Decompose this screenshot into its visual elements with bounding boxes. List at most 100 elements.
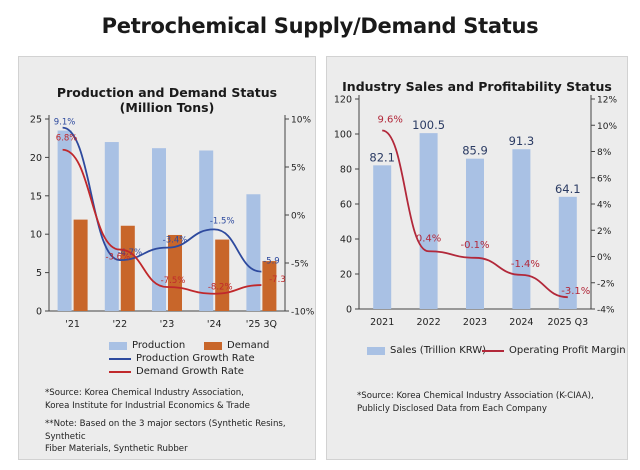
line-data-label: -3.4% [163, 236, 188, 246]
line-data-label: -3.1% [561, 286, 590, 297]
production-demand-chart: 0 5 10 15 20 25 -10% -5% 0% 5% 10% '21 '22 '23 '24 '25 … [30, 115, 315, 331]
x-tick-label: '23 [160, 319, 175, 330]
x-tick-label: '22 [112, 319, 127, 330]
x-tick-label: '24 [207, 319, 222, 330]
y-tick-label: 60 [340, 200, 352, 211]
bar-production [104, 142, 119, 311]
bar-production [152, 148, 166, 311]
line-demand-growth-rate [62, 148, 262, 295]
legend-swatch-sales [367, 346, 385, 355]
left-source-line-2: Korea Institute for Industrial Economics… [45, 400, 250, 411]
legend-production-growth: Production Growth Rate [109, 353, 255, 364]
y-tick-label: 5 [36, 268, 42, 279]
legend-swatch-production [109, 341, 127, 350]
bar-demand [262, 261, 277, 311]
y2-tick-label: 10% [291, 116, 311, 126]
x-tick-label: '25 3Q [246, 319, 277, 330]
bar-production [57, 130, 72, 311]
page-title: Petrochemical Supply/Demand Status [101, 14, 539, 38]
y2-tick-label: -4% [597, 306, 615, 316]
line-operating-profit-margin [381, 129, 568, 299]
sales-profitability-chart: 0 20 40 60 80 100 120 -4% -2% 0% 2% 4% 6% 8% 10% 12% 202… [334, 95, 618, 329]
y-tick-label: 20 [30, 153, 42, 164]
legend-swatch-production-growth [109, 357, 131, 360]
bar-sales-trillion-krw- [558, 196, 577, 309]
y2-tick-label: -2% [597, 279, 615, 289]
y-tick-label: 0 [36, 307, 42, 318]
bar-data-label: 100.5 [412, 118, 445, 132]
legend-swatch-demand [204, 341, 222, 350]
line-data-label: -0.1% [460, 240, 489, 251]
y-tick-label: 25 [30, 115, 42, 126]
bar-sales-trillion-krw- [419, 133, 438, 309]
y-tick-label: 10 [30, 230, 42, 241]
legend-demand: Demand [204, 340, 269, 351]
right-source-line-2: Publicly Disclosed Data from Each Compan… [357, 403, 547, 414]
line-data-label: -7.3 [269, 275, 286, 285]
right-notes: *Source: Korea Chemical Industry Associa… [357, 390, 619, 415]
y2-tick-label: 10% [597, 122, 617, 132]
y-tick-label: 100 [334, 130, 352, 141]
x-tick-label: 2021 [370, 317, 394, 328]
y2-tick-label: -5% [291, 260, 309, 270]
legend-production: Production [109, 340, 185, 351]
y2-tick-label: 0% [597, 253, 612, 263]
sales-profitability-panel: Industry Sales and Profitability Status … [326, 56, 628, 460]
y-tick-label: 80 [340, 165, 352, 176]
y2-tick-label: 0% [291, 212, 306, 222]
right-source-line-1: *Source: Korea Chemical Industry Associa… [357, 391, 594, 401]
bar-demand [73, 219, 88, 311]
left-chart-title: Production and Demand Status [56, 85, 278, 100]
bar-demand [168, 234, 182, 311]
bar-data-label: 91.3 [509, 134, 535, 148]
y2-tick-label: -10% [291, 308, 315, 318]
x-tick-label: 2024 [509, 317, 533, 328]
line-data-label: -1.4% [511, 259, 540, 270]
y2-tick-label: 2% [597, 227, 612, 237]
bar-demand [215, 239, 230, 311]
right-chart-title: Industry Sales and Profitability Status [342, 79, 612, 94]
bar-data-label: 64.1 [555, 182, 581, 196]
y2-tick-label: 8% [597, 148, 612, 158]
x-tick-label: 2023 [463, 317, 487, 328]
legend-sales: Sales (Trillion KRW) [367, 345, 486, 356]
line-data-label: 9.1% [54, 118, 76, 128]
line-data-label: 0.4% [416, 233, 441, 244]
line-data-label: 9.6% [377, 115, 402, 126]
y2-tick-label: 4% [597, 201, 612, 211]
line-data-label: -3.6% [105, 253, 130, 263]
x-tick-label: '21 [65, 319, 80, 330]
legend-label-demand: Demand [227, 340, 270, 351]
bar-demand [120, 225, 135, 311]
legend-operating-margin: Operating Profit Margin [482, 345, 626, 356]
line-data-label: 6.8% [56, 134, 78, 144]
legend-label-production-growth: Production Growth Rate [136, 353, 255, 364]
legend-swatch-demand-growth [109, 370, 131, 373]
left-notes: *Source: Korea Chemical Industry Associa… [45, 387, 311, 456]
y-tick-label: 20 [340, 270, 352, 281]
line-data-label: -1.5% [210, 216, 235, 226]
legend-label-operating-margin: Operating Profit Margin [509, 345, 626, 356]
bar-data-label: 85.9 [462, 144, 488, 158]
y2-tick-label: 5% [291, 164, 306, 174]
y2-tick-label: 6% [597, 174, 612, 184]
bar-production [246, 194, 261, 311]
y-tick-label: 15 [30, 191, 42, 202]
y-tick-label: 40 [340, 235, 352, 246]
x-tick-label: 2025 Q3 [547, 317, 588, 328]
left-note-line-2: Fiber Materials, Synthetic Rubber [45, 444, 188, 454]
left-source-line-1: *Source: Korea Chemical Industry Associa… [45, 388, 244, 398]
line-data-label: -5.9 [263, 257, 280, 267]
y-tick-label: 0 [346, 305, 352, 316]
line-data-label: -8.2% [208, 283, 233, 293]
production-demand-panel: Production and Demand Status (Million To… [18, 56, 316, 460]
legend-label-demand-growth: Demand Growth Rate [136, 366, 244, 377]
legend-swatch-operating-margin [482, 349, 504, 352]
x-tick-label: 2022 [417, 317, 441, 328]
legend-demand-growth: Demand Growth Rate [109, 366, 244, 377]
bar-sales-trillion-krw- [512, 149, 531, 309]
line-production-growth-rate [62, 126, 262, 273]
bar-sales-trillion-krw- [466, 158, 484, 309]
bar-sales-trillion-krw- [373, 165, 392, 309]
y2-tick-label: 12% [597, 96, 617, 106]
